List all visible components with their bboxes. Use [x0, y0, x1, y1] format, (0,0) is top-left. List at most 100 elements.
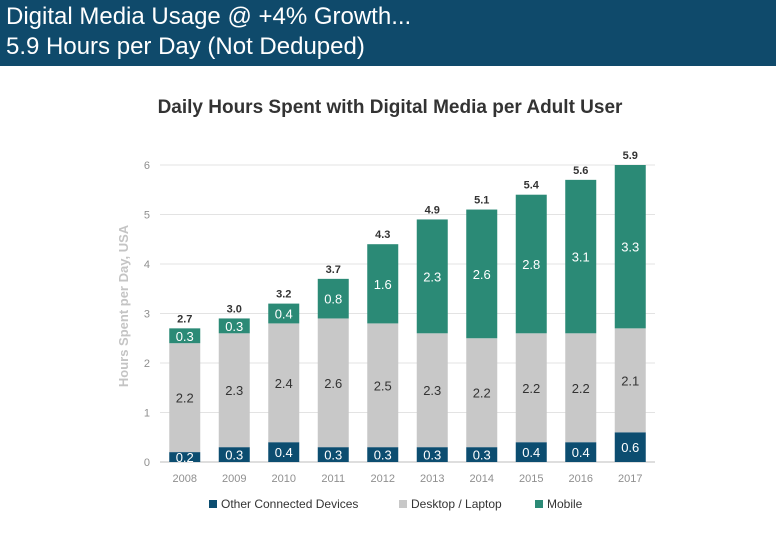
bar-segment: [614, 165, 646, 329]
y-tick-label: 0: [144, 457, 150, 469]
segment-value-label: 2.6: [473, 267, 491, 282]
segment-value-label: 2.5: [374, 378, 392, 393]
segment-value-label: 2.3: [423, 269, 441, 284]
segment-value-label: 0.3: [225, 448, 243, 463]
bar-segment: [614, 432, 646, 462]
bar-segment: [268, 323, 300, 443]
bar-segment: [367, 244, 399, 324]
bar-segment: [218, 447, 250, 462]
x-tick-label: 2009: [222, 473, 246, 485]
segment-value-label: 0.3: [324, 448, 342, 463]
bar-total-label: 4.3: [375, 229, 390, 241]
bar-segment: [169, 343, 201, 453]
bar-total-label: 2.7: [177, 313, 192, 325]
bar-segment: [317, 278, 349, 319]
bars: 0.2 2.2 0.3 2.7 2008 0.3 2.3 0.3 3.0 2009 0.4 2.4 0.…: [169, 150, 646, 485]
bar-segment: [565, 333, 597, 443]
segment-value-label: 0.2: [176, 450, 194, 465]
bar-total-label: 5.1: [474, 195, 489, 207]
x-tick-label: 2010: [272, 473, 296, 485]
bar-total-label: 5.4: [524, 180, 540, 192]
bar-segment: [466, 447, 498, 462]
bar-segment: [218, 333, 250, 448]
segment-value-label: 2.6: [324, 376, 342, 391]
header-title-line-2: 5.9 Hours per Day (Not Deduped): [6, 33, 365, 60]
bar-segment: [416, 447, 448, 462]
segment-value-label: 2.8: [522, 257, 540, 272]
segment-value-label: 2.2: [522, 381, 540, 396]
segment-value-label: 3.1: [572, 250, 590, 265]
bar-segment: [367, 447, 399, 462]
y-tick-label: 3: [144, 309, 150, 321]
bar-segment: [466, 209, 498, 339]
x-tick-label: 2013: [420, 473, 444, 485]
segment-value-label: 0.3: [225, 319, 243, 334]
segment-value-label: 2.3: [225, 383, 243, 398]
segment-value-label: 2.2: [473, 386, 491, 401]
segment-value-label: 2.3: [423, 383, 441, 398]
bar-total-label: 4.9: [425, 204, 440, 216]
bar-total-label: 5.9: [623, 150, 638, 162]
bar-segment: [317, 447, 349, 462]
segment-value-label: 2.2: [176, 391, 194, 406]
bar-segment: [169, 328, 201, 344]
bar-segment: [565, 179, 597, 334]
bar-segment: [317, 318, 349, 448]
bar-total-label: 3.0: [227, 303, 242, 315]
x-tick-label: 2016: [569, 473, 593, 485]
segment-value-label: 0.3: [374, 448, 392, 463]
x-tick-label: 2011: [321, 473, 345, 485]
bar-total-label: 5.6: [573, 165, 588, 177]
x-tick-label: 2015: [519, 473, 543, 485]
bar-segment: [515, 194, 547, 334]
segment-value-label: 0.6: [621, 440, 639, 455]
y-axis-label: Hours Spent per Day, USA: [116, 224, 131, 387]
bar-segment: [367, 323, 399, 448]
segment-value-label: 0.4: [572, 445, 590, 460]
legend-label: Mobile: [547, 497, 583, 511]
y-tick-label: 4: [144, 259, 150, 271]
bar-segment: [268, 442, 300, 462]
y-tick-label: 5: [144, 210, 150, 222]
bar-segment: [614, 328, 646, 433]
bar-segment: [466, 338, 498, 448]
x-tick-label: 2017: [618, 473, 642, 485]
y-tick-label: 1: [144, 408, 150, 420]
segment-value-label: 0.4: [275, 307, 293, 322]
bar-segment: [268, 303, 300, 324]
legend-label: Desktop / Laptop: [411, 497, 502, 511]
segment-value-label: 0.8: [324, 292, 342, 307]
bar-segment: [218, 318, 250, 334]
legend-swatch: [399, 500, 407, 508]
x-tick-label: 2014: [470, 473, 494, 485]
y-tick-label: 2: [144, 358, 150, 370]
x-tick-label: 2012: [371, 473, 395, 485]
chart-title: Daily Hours Spent with Digital Media per…: [158, 97, 623, 118]
segment-value-label: 0.3: [423, 448, 441, 463]
segment-value-label: 0.3: [176, 329, 194, 344]
bar-segment: [169, 452, 201, 462]
bar-segment: [416, 333, 448, 448]
bar-segment: [565, 442, 597, 462]
bar-segment: [515, 442, 547, 462]
legend-swatch: [535, 500, 543, 508]
segment-value-label: 3.3: [621, 240, 639, 255]
segment-value-label: 2.1: [621, 373, 639, 388]
segment-value-label: 2.2: [572, 381, 590, 396]
bar-total-label: 3.2: [276, 289, 291, 301]
segment-value-label: 0.4: [522, 445, 540, 460]
legend: Other Connected Devices Desktop / Laptop M…: [209, 497, 583, 511]
bar-segment: [515, 333, 547, 443]
legend-swatch: [209, 500, 217, 508]
header-title-line-1: Digital Media Usage @ +4% Growth...: [6, 3, 412, 30]
y-tick-label: 6: [144, 160, 150, 172]
bar-total-label: 3.7: [326, 264, 341, 276]
segment-value-label: 0.4: [275, 445, 293, 460]
segment-value-label: 2.4: [275, 376, 293, 391]
segment-value-label: 1.6: [374, 277, 392, 292]
bar-segment: [416, 219, 448, 334]
segment-value-label: 0.3: [473, 448, 491, 463]
legend-label: Other Connected Devices: [221, 497, 358, 511]
header-banner: Digital Media Usage @ +4% Growth... 5.9 …: [0, 0, 776, 66]
